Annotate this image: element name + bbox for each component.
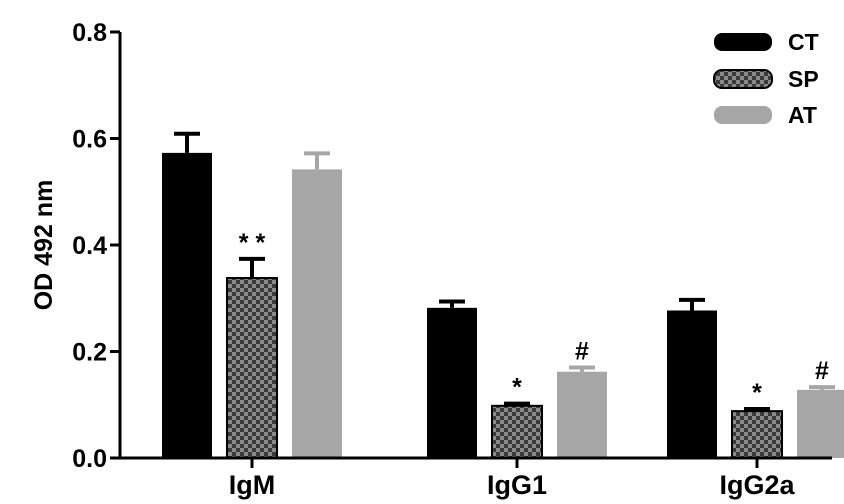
y-tick-label: 0.4 — [72, 232, 107, 260]
bars-group: * * * # * # — [162, 131, 844, 460]
legend-label: SP — [788, 66, 819, 92]
x-tick-label: IgG1 — [487, 470, 547, 500]
bar-ct-igg2a — [667, 310, 717, 458]
bar-at-igg2a — [797, 389, 844, 458]
x-tick-label: IgG2a — [719, 470, 795, 500]
bar-sp-igg1 — [491, 404, 543, 460]
significance-label: # — [575, 337, 589, 365]
legend-swatch-sp — [713, 69, 773, 89]
legend: CT SP AT — [713, 29, 819, 128]
significance-label: # — [815, 357, 829, 385]
significance-label: * — [752, 379, 762, 407]
bar-sp-igm — [226, 277, 278, 460]
x-tick-label: IgM — [229, 470, 276, 500]
significance-label: * * — [239, 229, 266, 257]
x-axis: IgM IgG1 IgG2a — [118, 456, 832, 500]
y-axis: 0.0 0.2 0.4 0.6 0.8 — [72, 19, 122, 473]
bar-at-igm — [292, 169, 342, 458]
bar-at-igg1 — [557, 371, 607, 458]
bar-ct-igg1 — [427, 307, 477, 458]
y-tick-label: 0.6 — [72, 126, 107, 154]
significance-label: * — [512, 374, 522, 402]
legend-label: CT — [788, 29, 819, 55]
legend-swatch-ct — [714, 33, 772, 51]
legend-swatch-at — [714, 106, 772, 124]
y-tick-label: 0.0 — [72, 445, 107, 473]
bar-sp-igg2a — [731, 410, 783, 460]
legend-label: AT — [788, 102, 817, 128]
y-tick-label: 0.2 — [72, 339, 107, 367]
y-axis-label: OD 492 nm — [30, 180, 58, 311]
y-tick-label: 0.8 — [72, 19, 107, 47]
bar-ct-igm — [162, 152, 212, 458]
